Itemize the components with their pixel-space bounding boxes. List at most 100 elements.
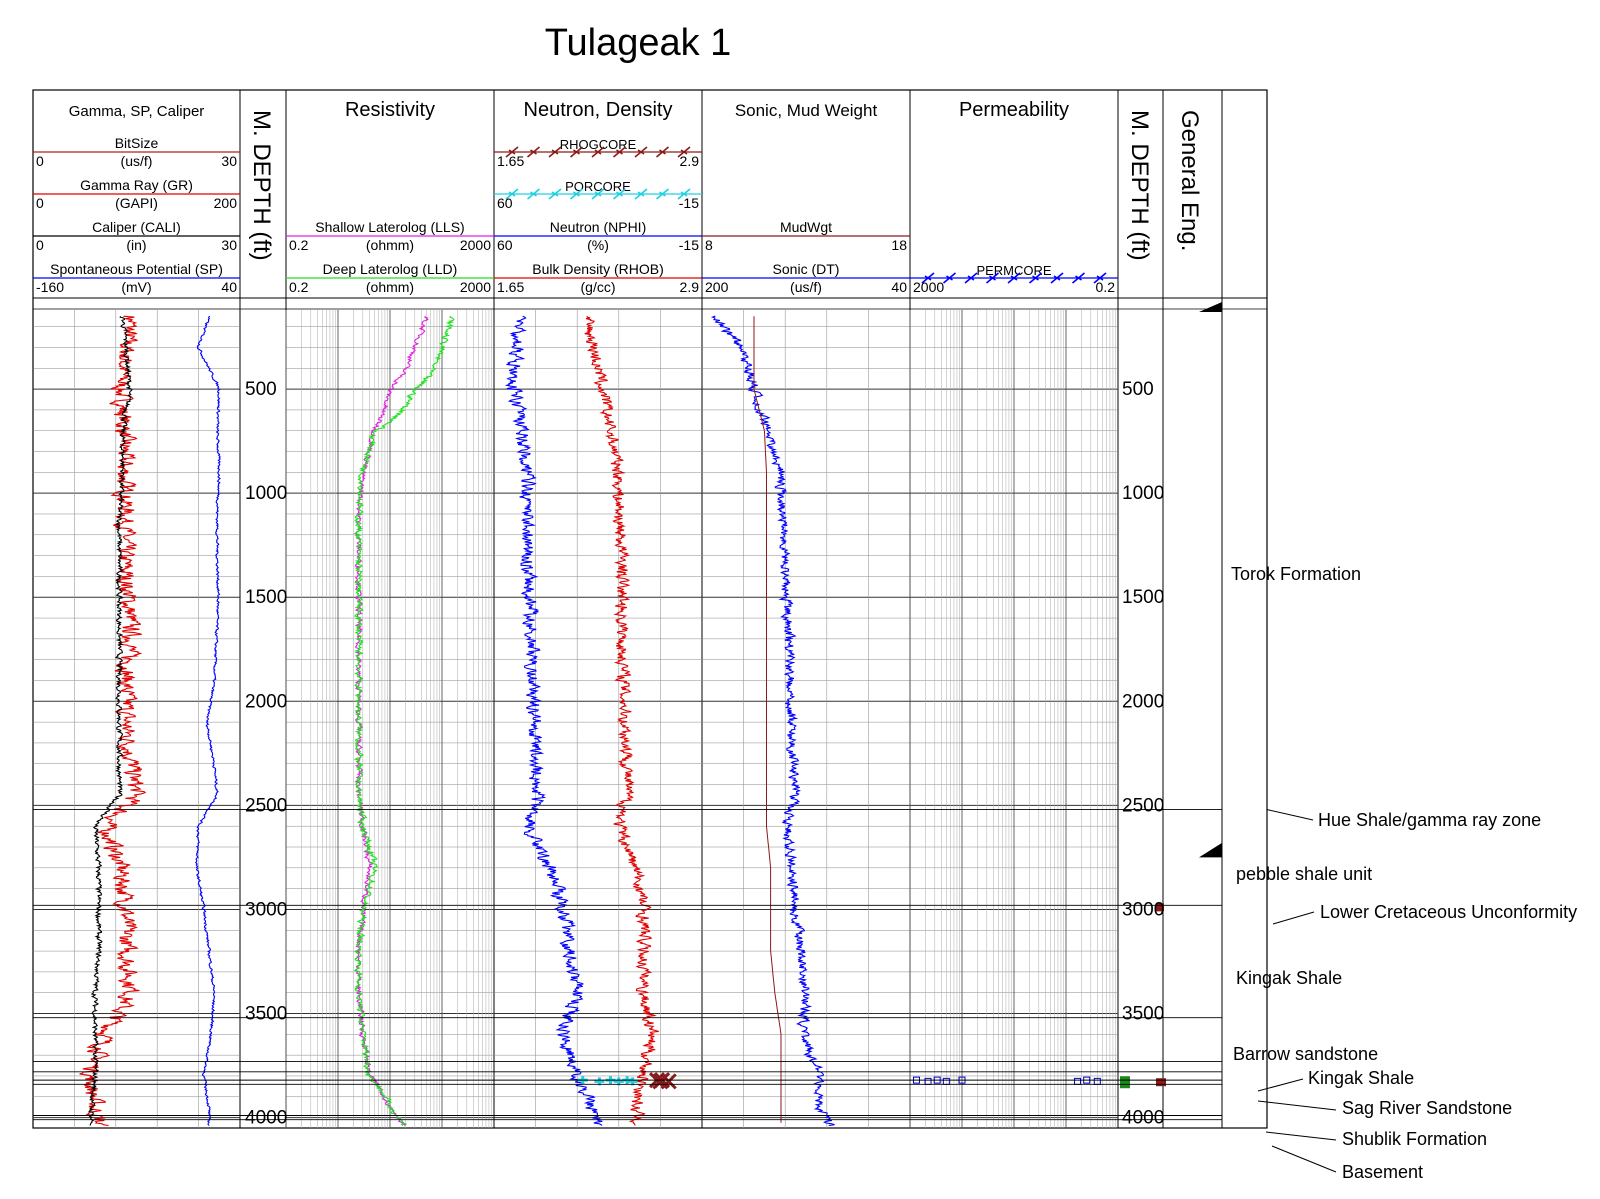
track-title-neutron: Neutron, Density bbox=[524, 99, 673, 121]
core-marker-icon bbox=[1007, 272, 1021, 284]
curve-shallow bbox=[354, 315, 429, 1126]
curve-scale-min: 60 bbox=[497, 237, 513, 253]
formation-label: Kingak Shale bbox=[1308, 1068, 1414, 1088]
formation-label: Lower Cretaceous Unconformity bbox=[1320, 902, 1577, 922]
curve-sonic bbox=[710, 315, 835, 1127]
curve-unit: (ohmm) bbox=[366, 279, 414, 295]
core-marker-icon bbox=[655, 188, 670, 200]
core-marker-icon bbox=[1050, 272, 1064, 284]
formation-label: Barrow sandstone bbox=[1233, 1044, 1378, 1064]
core-marker-icon bbox=[505, 188, 519, 200]
track-title-sonic: Sonic, Mud Weight bbox=[735, 101, 878, 120]
curve-scale-max: -15 bbox=[679, 195, 699, 211]
curve-name: Bulk Density (RHOB) bbox=[532, 261, 663, 277]
formation-leader-line bbox=[1271, 1145, 1337, 1173]
formation-label: Sag River Sandstone bbox=[1342, 1098, 1512, 1118]
curve-unit: (mV) bbox=[121, 279, 151, 295]
curve-deep bbox=[353, 315, 455, 1126]
curve-scale-max: 40 bbox=[221, 279, 237, 295]
depth-track-label: M. DEPTH (ft) bbox=[1126, 110, 1153, 261]
depth-tick-label: 1500 bbox=[1122, 587, 1164, 608]
track-title-gamma: Gamma, SP, Caliper bbox=[69, 103, 205, 120]
curve-unit: (us/f) bbox=[121, 153, 153, 169]
curve-unit: (in) bbox=[126, 237, 146, 253]
curve-scale-max: 18 bbox=[891, 237, 907, 253]
marker-icon bbox=[1156, 1078, 1166, 1087]
curve-unit: (us/f) bbox=[790, 279, 822, 295]
curve-scale-min: 1.65 bbox=[497, 279, 524, 295]
curve-scale-min: 0 bbox=[36, 237, 44, 253]
core-point-permcore bbox=[924, 1077, 932, 1085]
curve-scale-max: -15 bbox=[679, 237, 699, 253]
curve-bulk bbox=[584, 315, 659, 1126]
curve-scale-max: 40 bbox=[891, 279, 907, 295]
depth-tick-label: 2000 bbox=[1122, 691, 1164, 712]
depth-tick-label: 4000 bbox=[1122, 1108, 1164, 1129]
curve-scale-max: 2.9 bbox=[680, 279, 700, 295]
curve-scale-max: 30 bbox=[221, 237, 237, 253]
formation-label: Hue Shale/gamma ray zone bbox=[1318, 810, 1541, 830]
curve-neutron bbox=[504, 315, 603, 1126]
curve-scale-min: 8 bbox=[705, 237, 713, 253]
formation-label: Torok Formation bbox=[1231, 564, 1361, 584]
depth-tick-label: 1500 bbox=[245, 587, 287, 608]
core-point-permcore bbox=[1074, 1077, 1082, 1085]
depth-tick-label: 2500 bbox=[1122, 795, 1164, 816]
curve-scale-min: 0.2 bbox=[289, 279, 309, 295]
curve-scale-min: 1.65 bbox=[497, 153, 524, 169]
formation-label: Kingak Shale bbox=[1236, 968, 1342, 988]
formation-leader-line bbox=[1266, 809, 1314, 821]
curve-scale-max: 200 bbox=[214, 195, 238, 211]
core-marker-icon bbox=[634, 146, 648, 158]
curve-name: BitSize bbox=[115, 135, 159, 151]
core-marker-icon bbox=[677, 146, 691, 158]
track-title-perm: Permeability bbox=[959, 99, 1069, 121]
general-eng-label: General Eng. bbox=[1176, 110, 1203, 251]
core-marker-icon bbox=[591, 188, 605, 200]
depth-tick-label: 500 bbox=[1122, 379, 1154, 400]
core-marker-icon bbox=[964, 272, 978, 284]
formation-leader-line bbox=[1257, 1100, 1337, 1111]
curve-caliper bbox=[88, 315, 133, 1126]
curve-scale-max: 2000 bbox=[460, 237, 491, 253]
curve-name: Spontaneous Potential (SP) bbox=[50, 261, 223, 277]
depth-tick-label: 500 bbox=[245, 379, 277, 400]
curve-scale-min: 0.2 bbox=[289, 237, 309, 253]
core-marker-icon bbox=[612, 188, 627, 200]
casing-shoe-icon bbox=[1199, 302, 1222, 312]
curve-scale-min: 60 bbox=[497, 195, 513, 211]
core-marker-icon bbox=[612, 146, 627, 158]
curve-name: Gamma Ray (GR) bbox=[80, 177, 193, 193]
core-marker-icon bbox=[569, 188, 584, 200]
core-marker-icon bbox=[677, 188, 691, 200]
core-marker-icon bbox=[942, 272, 957, 284]
curve-name: Sonic (DT) bbox=[773, 261, 840, 277]
curve-unit: (g/cc) bbox=[581, 279, 616, 295]
depth-tick-label: 1000 bbox=[1122, 483, 1164, 504]
depth-tick-label: 4000 bbox=[245, 1108, 287, 1129]
depth-tick-label: 3500 bbox=[1122, 1004, 1164, 1025]
curve-unit: (GAPI) bbox=[115, 195, 158, 211]
formation-label: Basement bbox=[1342, 1162, 1423, 1182]
curve-scale-max: 0.2 bbox=[1096, 279, 1116, 295]
core-marker-icon bbox=[1028, 272, 1043, 284]
curve-name: Deep Laterolog (LLD) bbox=[323, 261, 458, 277]
curve-name: PERMCORE bbox=[976, 263, 1051, 278]
curve-scale-max: 30 bbox=[221, 153, 237, 169]
core-marker-icon bbox=[526, 146, 541, 158]
formation-label: Shublik Formation bbox=[1342, 1129, 1487, 1149]
core-marker-icon bbox=[505, 146, 519, 158]
marker-icon bbox=[1156, 903, 1164, 912]
curve-name: Caliper (CALI) bbox=[92, 219, 181, 235]
depth-tick-label: 1000 bbox=[245, 483, 287, 504]
formation-leader-line bbox=[1272, 911, 1315, 925]
curve-scale-min: 2000 bbox=[913, 279, 944, 295]
depth-tick-label: 3500 bbox=[245, 1004, 287, 1025]
formation-label: pebble shale unit bbox=[1236, 864, 1372, 884]
depth-tick-label: 3000 bbox=[1122, 899, 1164, 920]
curve-scale-min: 0 bbox=[36, 195, 44, 211]
formation-leader-line bbox=[1257, 1078, 1304, 1092]
track-title-resistivity: Resistivity bbox=[345, 99, 435, 121]
